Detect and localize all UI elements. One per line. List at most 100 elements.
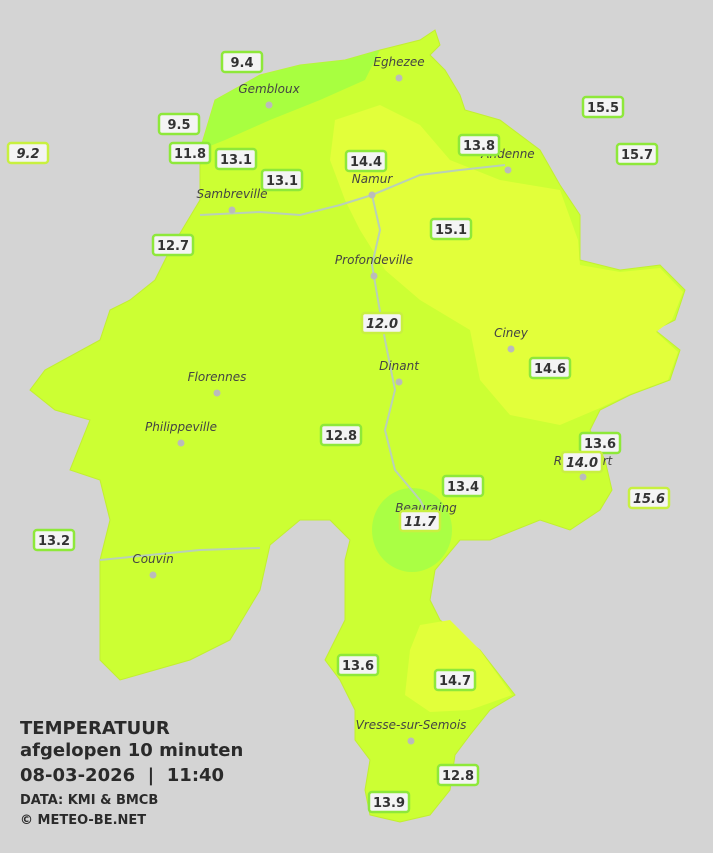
station-label: 13.8: [457, 133, 501, 157]
station-value: 13.2: [38, 534, 70, 549]
station-label: 9.4: [220, 50, 264, 74]
station-box: [157, 112, 201, 136]
title-text: © METEO-BE.NET: [20, 813, 146, 828]
place-dot: [507, 345, 515, 353]
place-name: Florennes: [188, 370, 247, 384]
station-label: 13.2: [32, 528, 76, 552]
station-value: 15.7: [621, 148, 653, 163]
place-name: Profondeville: [335, 253, 413, 267]
station-box: [360, 311, 404, 335]
place-dot: [370, 272, 378, 280]
station-value: 14.7: [439, 674, 471, 689]
river: [99, 164, 506, 561]
place-dot: [177, 439, 185, 447]
station-label: 13.1: [260, 168, 304, 192]
station-value: 13.4: [447, 480, 479, 495]
place-dot: [407, 737, 415, 745]
station-box: [441, 474, 485, 498]
station-value: 12.8: [325, 429, 357, 444]
station-value: 9.5: [167, 118, 190, 133]
station-value: 15.5: [587, 101, 619, 116]
station-value: 9.2: [16, 147, 39, 162]
station-value: 13.1: [266, 174, 298, 189]
place-dot: [579, 473, 587, 481]
station-box: [398, 509, 442, 533]
place-dot: [395, 74, 403, 82]
warm-zone-south: [405, 620, 512, 712]
station-box: [214, 147, 258, 171]
station-value: 14.0: [566, 456, 598, 471]
station-value: 12.8: [442, 769, 474, 784]
title-text: afgelopen 10 minuten: [20, 740, 243, 761]
station-label: 15.6: [627, 486, 671, 510]
station-value: 15.6: [633, 492, 665, 507]
title-text: DATA: KMI & BMCB: [20, 793, 158, 808]
title-text: 08-03-2026 | 11:40: [20, 765, 224, 786]
station-box: [344, 149, 388, 173]
station-value: 13.8: [463, 139, 495, 154]
station-label: 15.5: [581, 95, 625, 119]
warm-zone: [330, 105, 683, 425]
place-dot: [265, 101, 273, 109]
station-label: 13.6: [336, 653, 380, 677]
place-dot: [504, 166, 512, 174]
station-box: [168, 141, 212, 165]
station-box: [581, 95, 625, 119]
place-name: Namur: [352, 172, 394, 186]
station-label: 11.7: [398, 509, 442, 533]
station-label: 14.7: [433, 668, 477, 692]
station-label: 14.0: [560, 450, 604, 474]
station-box: [457, 133, 501, 157]
station-box: [528, 356, 572, 380]
place-name: Dinant: [379, 359, 420, 373]
station-box: [429, 217, 473, 241]
station-box: [220, 50, 264, 74]
place-name: Eghezee: [373, 55, 424, 69]
station-label: 11.8: [168, 141, 212, 165]
place-dot: [228, 206, 236, 214]
place-name: Gembloux: [238, 82, 300, 96]
title-text: TEMPERATUUR: [20, 718, 170, 739]
station-value: 13.9: [373, 796, 405, 811]
station-value: 13.6: [584, 437, 616, 452]
station-box: [560, 450, 604, 474]
station-label: 12.8: [436, 763, 480, 787]
place-name: Philippeville: [145, 420, 217, 434]
station-box: [32, 528, 76, 552]
station-label: 9.2: [6, 141, 50, 165]
station-value: 14.4: [350, 155, 382, 170]
station-label: 12.8: [319, 423, 363, 447]
station-box: [319, 423, 363, 447]
place-dot: [213, 389, 221, 397]
station-label: 9.5: [157, 112, 201, 136]
station-box: [627, 486, 671, 510]
station-value: 12.0: [366, 317, 398, 332]
station-box: [436, 763, 480, 787]
station-label: 12.0: [360, 311, 404, 335]
place-name: Vresse-sur-Semois: [356, 718, 467, 732]
station-value: 13.1: [220, 153, 252, 168]
cool-zone-north: [200, 50, 380, 150]
station-box: [615, 142, 659, 166]
station-label: 15.1: [429, 217, 473, 241]
station-label: 14.4: [344, 149, 388, 173]
place-dot: [149, 571, 157, 579]
place-dot: [368, 191, 376, 199]
station-value: 11.8: [174, 147, 206, 162]
station-label: 12.7: [151, 233, 195, 257]
station-box: [336, 653, 380, 677]
station-value: 11.7: [404, 515, 437, 530]
station-box: [260, 168, 304, 192]
station-value: 12.7: [157, 239, 189, 254]
station-value: 15.1: [435, 223, 467, 238]
place-name: Couvin: [132, 552, 173, 566]
station-value: 14.6: [534, 362, 566, 377]
station-label: 13.4: [441, 474, 485, 498]
station-label: 14.6: [528, 356, 572, 380]
station-box: [151, 233, 195, 257]
station-label: 13.9: [367, 790, 411, 814]
station-value: 13.6: [342, 659, 374, 674]
station-label: 15.7: [615, 142, 659, 166]
